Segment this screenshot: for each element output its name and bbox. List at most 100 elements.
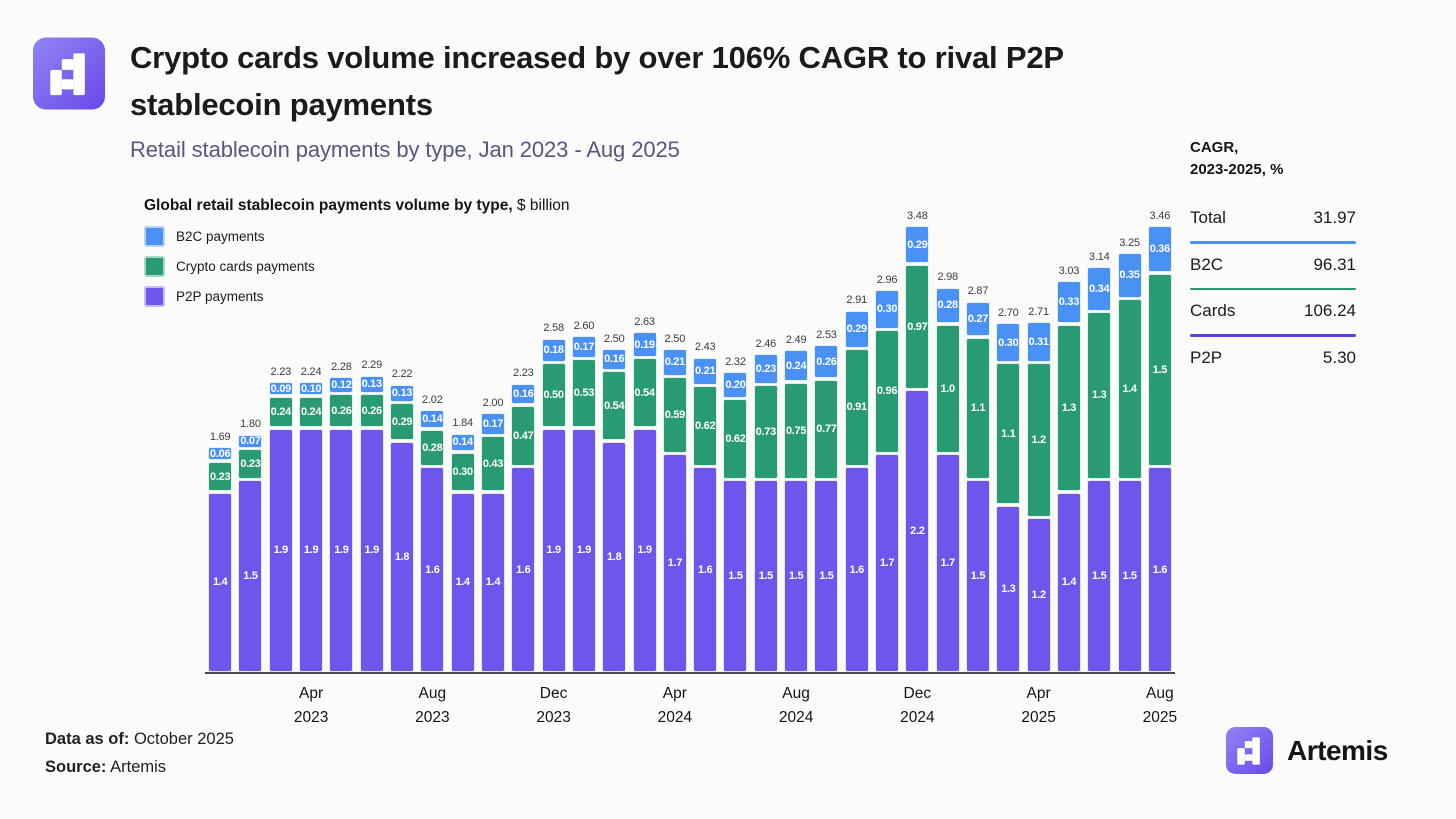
bar-total-label: 2.00 [482,396,504,409]
bar-total-label: 3.48 [907,209,928,222]
bar-jan-2023: 1.69 0.06 0.23 1.4 [205,204,235,672]
segment-value: 1.5 [243,570,258,582]
bar-nov-2023: 2.23 0.16 0.47 1.6 [508,204,538,672]
segment-b2c: 0.10 [299,382,324,396]
segment-cards: 1.4 [1117,299,1142,479]
segment-cards: 0.24 [299,396,324,428]
segment-value: 0.30 [452,466,474,479]
segment-p2p: 1.5 [1117,480,1142,672]
segment-value: 0.28 [422,441,443,454]
segment-value: 1.4 [1061,576,1077,589]
segment-cards: 0.30 [450,452,475,492]
bar-may-2023: 2.28 0.12 0.26 1.9 [326,204,356,672]
x-tick-month: Apr [1026,685,1051,702]
bar-feb-2024: 2.50 0.16 0.54 1.8 [599,204,629,672]
x-tick-year: 2024 [900,709,935,726]
segment-value: 1.7 [879,557,895,570]
segment-value: 0.54 [604,399,625,412]
segment-p2p: 1.4 [1056,492,1081,672]
segment-cards: 0.91 [844,349,869,466]
cagr-divider [1190,334,1356,337]
legend-item: B2C payments [144,226,315,247]
segment-b2c: 0.21 [662,349,687,376]
segment-value: 1.5 [788,570,804,582]
bar-nov-2024: 2.96 0.30 0.96 1.7 [872,204,902,672]
segment-value: 0.29 [907,238,928,251]
x-tick: Apr 2023 [294,682,328,730]
segment-value: 1.5 [728,570,743,582]
legend-item: Crypto cards payments [144,256,315,277]
bar-jan-2025: 2.98 0.28 1.0 1.7 [933,204,963,672]
bar-total-label: 2.58 [543,322,564,335]
segment-value: 0.47 [513,429,534,442]
cagr-divider [1190,241,1356,244]
segment-value: 0.26 [331,404,352,417]
segment-value: 1.5 [758,570,774,582]
page-subtitle: Retail stablecoin payments by type, Jan … [130,137,680,162]
segment-p2p: 1.5 [238,480,263,672]
bar-apr-2024: 2.50 0.21 0.59 1.7 [660,204,690,672]
segment-value: 0.10 [300,382,322,395]
segment-b2c: 0.09 [268,382,293,396]
segment-b2c: 0.35 [1117,253,1142,298]
bar-total-label: 3.03 [1058,264,1080,277]
x-tick: Aug 2025 [1143,682,1177,730]
segment-p2p: 1.8 [602,441,627,672]
segment-value: 0.91 [846,401,868,414]
bar-total-label: 2.32 [725,355,746,368]
segment-p2p: 1.6 [420,467,445,672]
segment-cards: 0.62 [693,386,718,466]
segment-value: 1.3 [1001,582,1016,595]
segment-p2p: 1.5 [753,480,778,672]
segment-cards: 0.53 [571,359,596,428]
segment-value: 1.5 [1152,363,1168,376]
segment-value: 0.73 [755,425,777,438]
segment-cards: 0.73 [753,385,778,479]
segment-value: 1.8 [394,550,410,563]
bar-may-2025: 3.03 0.33 1.3 1.4 [1054,204,1084,672]
bar-total-label: 2.98 [937,271,958,284]
segment-value: 0.13 [361,378,383,391]
segment-value: 2.2 [910,525,925,538]
segment-value: 1.4 [212,576,228,589]
segment-p2p: 1.7 [875,454,900,672]
page-title-line2: stablecoin payments [130,87,433,122]
x-tick: Apr 2024 [658,682,692,730]
artemis-logo-icon [1226,727,1273,774]
segment-p2p: 1.5 [1087,480,1112,672]
segment-value: 0.27 [967,312,989,325]
bar-total-label: 2.43 [694,341,716,354]
segment-value: 0.06 [210,447,231,460]
bar-total-label: 2.29 [361,359,383,372]
legend-label: P2P payments [176,289,264,304]
cagr-divider [1190,287,1356,290]
cagr-row-b2c: B2C 96.31 [1190,244,1356,288]
page-title-line1: Crypto cards volume increased by over 10… [130,40,1064,75]
cagr-row-value: 31.97 [1313,208,1356,227]
segment-b2c: 0.13 [359,375,384,393]
bar-apr-2025: 2.71 0.31 1.2 1.2 [1023,204,1053,672]
segment-value: 0.19 [634,338,655,351]
segment-value: 0.29 [391,415,413,428]
bar-total-label: 2.53 [816,328,837,341]
bar-total-label: 2.23 [270,365,292,378]
segment-p2p: 1.7 [662,454,687,672]
segment-value: 0.77 [816,423,837,436]
segment-value: 0.75 [785,424,807,437]
segment-b2c: 0.14 [450,433,475,452]
segment-p2p: 1.4 [480,492,505,672]
segment-p2p: 1.5 [723,480,748,672]
segment-value: 0.07 [240,435,261,448]
segment-value: 0.97 [907,320,928,333]
artemis-logo-icon [33,35,105,112]
segment-p2p: 1.9 [632,428,657,672]
segment-value: 0.23 [755,362,777,375]
bar-jun-2023: 2.29 0.13 0.26 1.9 [357,204,387,672]
segment-p2p: 1.9 [541,428,566,672]
bar-feb-2025: 2.87 0.27 1.1 1.5 [963,204,993,672]
segment-p2p: 1.6 [844,467,869,672]
segment-value: 0.54 [634,386,655,399]
segment-b2c: 0.26 [814,345,839,379]
segment-value: 1.9 [334,544,349,557]
segment-value: 1.9 [303,544,319,557]
